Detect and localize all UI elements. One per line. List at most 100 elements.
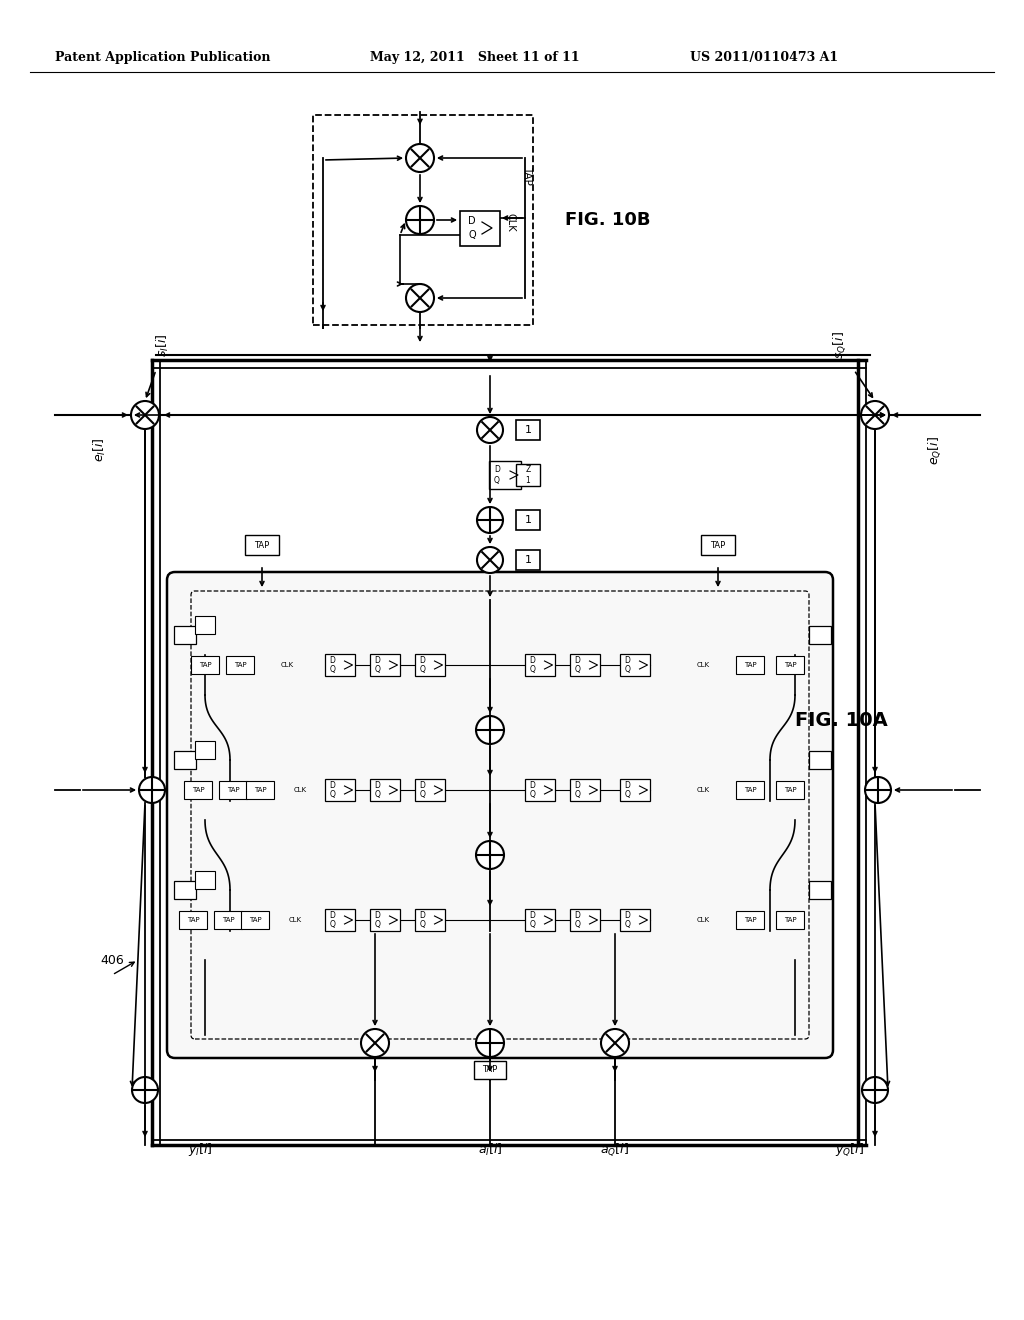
Circle shape bbox=[132, 1077, 158, 1104]
FancyBboxPatch shape bbox=[167, 572, 833, 1059]
Text: $e_I[i]$: $e_I[i]$ bbox=[92, 438, 109, 462]
Text: D: D bbox=[529, 781, 536, 791]
Text: D: D bbox=[468, 216, 476, 226]
Text: D: D bbox=[494, 465, 500, 474]
Bar bbox=[246, 781, 274, 799]
Text: D: D bbox=[625, 911, 631, 920]
Text: D: D bbox=[574, 911, 581, 920]
Text: CLK: CLK bbox=[289, 917, 301, 923]
Text: Q: Q bbox=[625, 665, 631, 675]
Text: FIG. 10A: FIG. 10A bbox=[795, 710, 888, 730]
Text: D: D bbox=[420, 911, 425, 920]
Bar bbox=[415, 909, 445, 931]
Circle shape bbox=[862, 1077, 888, 1104]
Bar bbox=[325, 779, 355, 801]
Bar bbox=[776, 781, 804, 799]
Bar bbox=[776, 911, 804, 929]
Bar bbox=[809, 880, 831, 899]
Text: TAP: TAP bbox=[743, 787, 757, 793]
Text: CLK: CLK bbox=[696, 787, 710, 793]
Text: TAP: TAP bbox=[233, 663, 247, 668]
Text: D: D bbox=[625, 656, 631, 665]
Bar bbox=[370, 779, 400, 801]
Circle shape bbox=[601, 1030, 629, 1057]
Text: Q: Q bbox=[330, 789, 336, 799]
Text: TAP: TAP bbox=[199, 663, 211, 668]
Text: TAP: TAP bbox=[522, 165, 532, 185]
Bar bbox=[370, 653, 400, 676]
Bar bbox=[736, 781, 764, 799]
Text: Q: Q bbox=[375, 789, 381, 799]
Bar bbox=[325, 909, 355, 931]
Text: Q: Q bbox=[330, 920, 336, 929]
Text: $a_Q[i]$: $a_Q[i]$ bbox=[600, 1142, 630, 1159]
Bar bbox=[191, 656, 219, 675]
Text: US 2011/0110473 A1: US 2011/0110473 A1 bbox=[690, 51, 838, 65]
Text: CLK: CLK bbox=[505, 213, 515, 231]
Text: Q: Q bbox=[625, 789, 631, 799]
Text: TAP: TAP bbox=[226, 787, 240, 793]
Bar bbox=[516, 550, 540, 570]
Bar bbox=[195, 741, 215, 759]
Text: D: D bbox=[330, 781, 336, 791]
Text: Q: Q bbox=[420, 789, 425, 799]
Bar bbox=[415, 779, 445, 801]
Text: TAP: TAP bbox=[783, 663, 797, 668]
Text: Q: Q bbox=[574, 665, 581, 675]
Text: D: D bbox=[375, 781, 381, 791]
Circle shape bbox=[131, 401, 159, 429]
Text: D: D bbox=[574, 781, 581, 791]
Text: $y_Q[i]$: $y_Q[i]$ bbox=[836, 1142, 864, 1159]
Bar bbox=[370, 909, 400, 931]
Bar bbox=[226, 656, 254, 675]
Text: 406: 406 bbox=[100, 953, 124, 966]
Bar bbox=[313, 115, 534, 325]
Text: Q: Q bbox=[574, 789, 581, 799]
Text: Q: Q bbox=[420, 920, 425, 929]
Text: Z
1: Z 1 bbox=[525, 465, 530, 484]
Circle shape bbox=[477, 507, 503, 533]
Bar bbox=[620, 909, 650, 931]
Bar bbox=[245, 535, 279, 554]
Text: Q: Q bbox=[494, 477, 500, 486]
Text: CLK: CLK bbox=[696, 917, 710, 923]
Text: D: D bbox=[420, 656, 425, 665]
Text: TAP: TAP bbox=[186, 917, 200, 923]
Text: CLK: CLK bbox=[696, 663, 710, 668]
Bar bbox=[570, 909, 600, 931]
Text: TAP: TAP bbox=[783, 917, 797, 923]
Circle shape bbox=[477, 417, 503, 444]
Text: CLK: CLK bbox=[281, 663, 294, 668]
Text: $y_I[i]$: $y_I[i]$ bbox=[187, 1142, 212, 1159]
Bar bbox=[701, 535, 735, 554]
Text: Q: Q bbox=[375, 920, 381, 929]
Circle shape bbox=[139, 777, 165, 803]
Text: $s_I[i]$: $s_I[i]$ bbox=[155, 333, 171, 356]
Text: Q: Q bbox=[529, 789, 536, 799]
Bar bbox=[184, 781, 212, 799]
Text: Q: Q bbox=[529, 665, 536, 675]
Circle shape bbox=[865, 777, 891, 803]
Text: Q: Q bbox=[625, 920, 631, 929]
Bar bbox=[525, 779, 555, 801]
Text: TAP: TAP bbox=[249, 917, 261, 923]
Text: TAP: TAP bbox=[254, 787, 266, 793]
Text: TAP: TAP bbox=[221, 917, 234, 923]
Bar bbox=[736, 911, 764, 929]
Text: FIG. 10B: FIG. 10B bbox=[565, 211, 650, 228]
Text: TAP: TAP bbox=[191, 787, 205, 793]
Bar bbox=[516, 510, 540, 531]
Bar bbox=[241, 911, 269, 929]
Text: 1: 1 bbox=[524, 515, 531, 525]
Bar bbox=[516, 465, 540, 486]
Text: $e_Q[i]$: $e_Q[i]$ bbox=[927, 436, 943, 465]
Bar bbox=[174, 751, 196, 770]
Text: Q: Q bbox=[574, 920, 581, 929]
Circle shape bbox=[477, 546, 503, 573]
Bar bbox=[516, 420, 540, 440]
Bar bbox=[174, 880, 196, 899]
Bar bbox=[736, 656, 764, 675]
Text: D: D bbox=[574, 656, 581, 665]
Text: D: D bbox=[420, 781, 425, 791]
Text: Q: Q bbox=[375, 665, 381, 675]
